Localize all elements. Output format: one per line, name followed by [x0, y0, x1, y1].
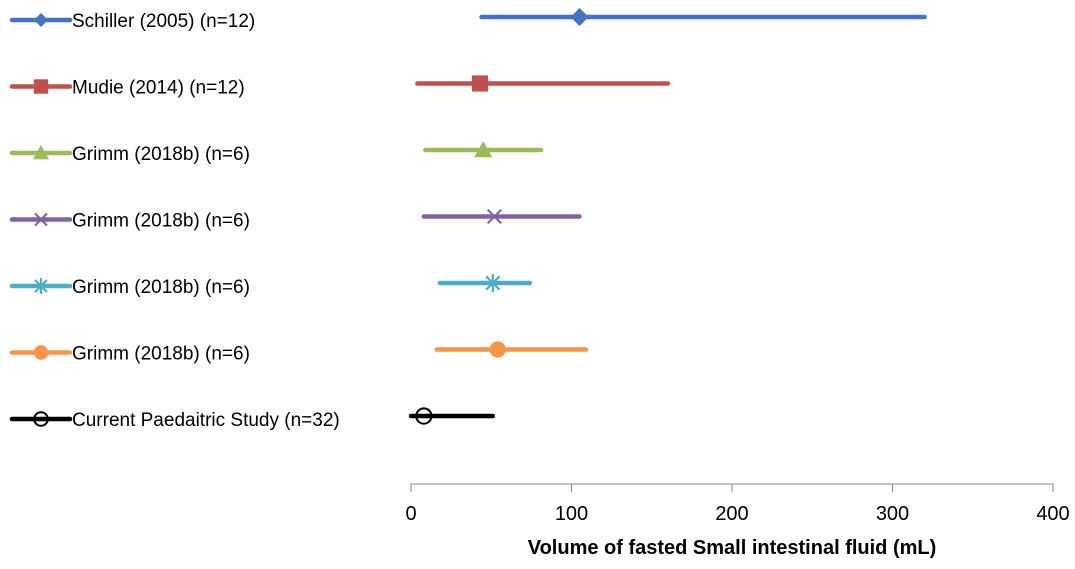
median-marker: [570, 8, 589, 26]
x-axis: 0 100 200 300 400: [405, 483, 1070, 525]
median-marker: [489, 341, 506, 358]
legend: Schiller (2005) (n=12) Mudie (2014) (n=12…: [9, 11, 340, 431]
legend-entry: Grimm (2018b) (n=6): [9, 344, 250, 365]
legend-entry: Mudie (2014) (n=12): [9, 78, 245, 99]
median-marker: [471, 75, 489, 92]
series: [479, 8, 927, 26]
series: [408, 407, 496, 425]
legend-entry: Current Paedaitric Study (n=32): [9, 410, 340, 431]
x-tick-label: 400: [1036, 503, 1069, 525]
median-marker: [415, 407, 433, 425]
series: [437, 274, 533, 292]
series: [434, 341, 589, 358]
legend-swatch-marker: [33, 79, 49, 94]
plot-area: [408, 8, 927, 425]
median-marker: [485, 274, 501, 292]
legend-swatch-marker: [34, 212, 48, 227]
series: [421, 208, 582, 225]
legend-entry: Schiller (2005) (n=12): [9, 11, 255, 32]
legend-label: Current Paedaitric Study (n=32): [72, 410, 340, 431]
x-axis-title: Volume of fasted Small intestinal fluid …: [528, 537, 937, 559]
legend-label: Schiller (2005) (n=12): [72, 11, 255, 32]
x-tick-label: 200: [715, 503, 748, 525]
legend-label: Grimm (2018b) (n=6): [72, 344, 250, 365]
legend-swatch-marker: [34, 278, 48, 294]
legend-label: Grimm (2018b) (n=6): [72, 144, 250, 165]
legend-entry: Grimm (2018b) (n=6): [9, 211, 250, 232]
x-tick-label: 100: [555, 503, 588, 525]
legend-entry: Grimm (2018b) (n=6): [9, 144, 250, 165]
median-marker: [474, 141, 493, 158]
legend-swatch-marker: [33, 411, 49, 427]
series: [415, 75, 671, 92]
x-tick-label: 0: [405, 503, 416, 525]
median-marker: [486, 208, 502, 225]
x-tick-label: 300: [876, 503, 909, 525]
legend-swatch-marker: [34, 13, 48, 27]
legend-entry: Grimm (2018b) (n=6): [9, 277, 250, 298]
legend-swatch-marker: [33, 345, 49, 360]
legend-label: Grimm (2018b) (n=6): [72, 211, 250, 232]
legend-label: Grimm (2018b) (n=6): [72, 277, 250, 298]
series: [423, 141, 544, 158]
legend-swatch-marker: [33, 145, 49, 160]
legend-label: Mudie (2014) (n=12): [72, 78, 245, 99]
